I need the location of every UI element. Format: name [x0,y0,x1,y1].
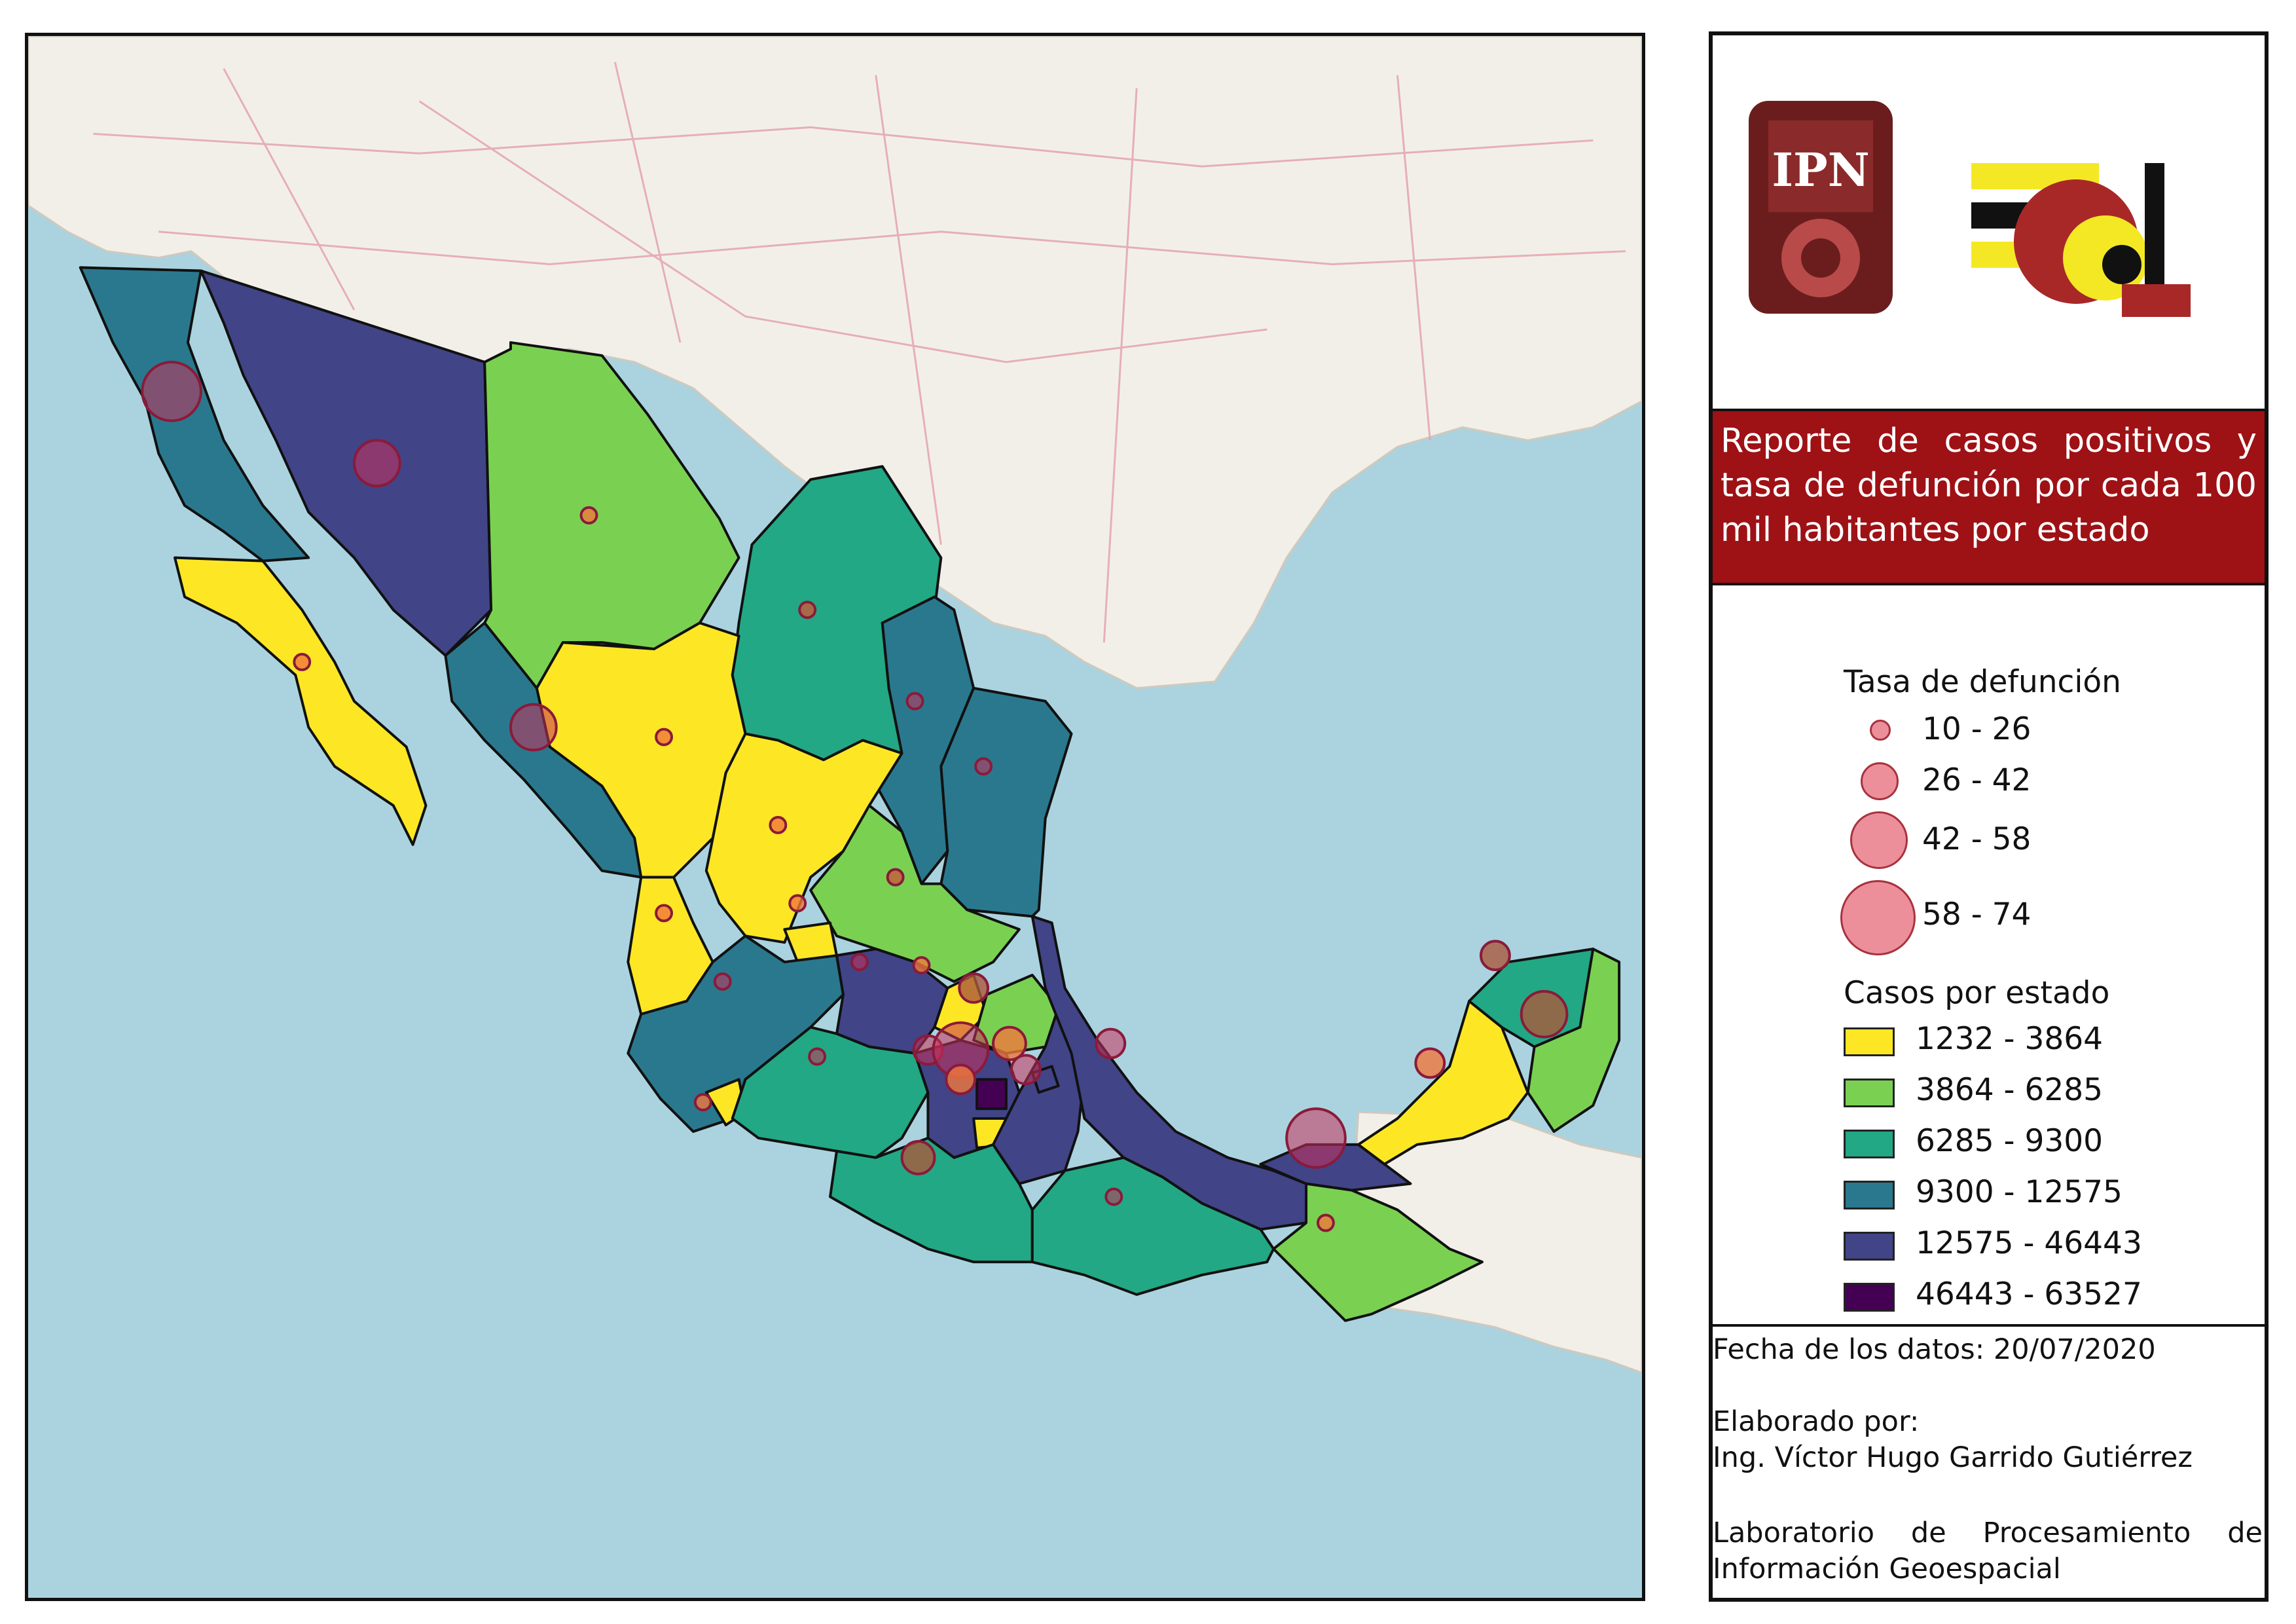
cases-label-3: 6285 - 9300 [1916,1123,2104,1159]
death-rate-label-2: 26 - 42 [1922,762,2032,798]
cases-label-5: 12575 - 46443 [1916,1225,2142,1261]
bubble-nayarit[interactable] [655,904,674,923]
lab-name-line1: Laboratorio de Procesamiento de [1713,1517,2263,1549]
bubble-michoacan[interactable] [808,1047,827,1066]
bubble-colima[interactable] [693,1093,712,1112]
state-tamaulipas[interactable] [939,686,1073,918]
death-rate-label-4: 58 - 74 [1922,896,2032,932]
map-frame[interactable] [25,33,1645,1601]
cases-swatch-5 [1844,1232,1895,1261]
legend: Tasa de defunción 10 - 26 26 - 42 42 - 5… [1713,585,2265,1361]
cases-swatch-4 [1844,1181,1895,1209]
bubble-yucatan[interactable] [1480,940,1511,972]
bubble-oaxaca[interactable] [1104,1187,1123,1206]
bubble-chiapas[interactable] [1317,1213,1335,1232]
logos: IPN [1749,101,2191,317]
states[interactable] [79,266,1621,1322]
bubble-tlaxcala[interactable] [992,1025,1027,1061]
bubble-chihuahua[interactable] [579,506,598,525]
cases-swatch-3 [1844,1130,1895,1158]
bubble-aguascalientes[interactable] [788,894,807,913]
bubble-hidalgo[interactable] [958,972,990,1004]
bubble-tamaulipas[interactable] [974,757,993,776]
bubble-sinaloa[interactable] [509,703,558,752]
state-nuevo-leon[interactable] [867,595,975,885]
bubble-guanajuato[interactable] [850,953,869,972]
state-quintana-roo[interactable] [1526,948,1621,1133]
bubble-slp[interactable] [886,868,905,887]
bubble-baja-california[interactable] [141,360,202,422]
death-rate-swatch-1 [1870,720,1891,741]
esia-logo [1971,163,2191,317]
bubble-puebla[interactable] [1010,1054,1042,1086]
bubble-zacatecas[interactable] [769,816,788,834]
report-title: Reporte de casos positivos y tasa de def… [1713,409,2265,585]
bubble-durango[interactable] [655,728,674,747]
death-rate-swatch-3 [1850,811,1908,869]
bubble-jalisco[interactable] [713,972,732,991]
bubble-coahuila[interactable] [798,600,817,619]
bubble-tabasco[interactable] [1285,1107,1347,1169]
cases-label-1: 1232 - 3864 [1916,1021,2104,1057]
bubble-sonora[interactable] [352,439,401,488]
author-name: Ing. Víctor Hugo Garrido Gutiérrez [1713,1441,2193,1474]
bubble-bcs[interactable] [293,653,312,671]
footer: Fecha de los datos: 20/07/2020 Elaborado… [1713,1324,2265,1602]
state-san-luis-potosi[interactable] [809,804,1021,983]
cases-label-6: 46443 - 63527 [1916,1276,2142,1312]
cases-swatch-2 [1844,1079,1895,1107]
bubble-nuevo-leon[interactable] [905,692,924,710]
made-by-label: Elaborado por: [1713,1405,1920,1438]
lab-name-line2: Información Geoespacial [1713,1553,2061,1585]
cases-legend-title: Casos por estado [1844,975,2110,1011]
bubble-quintana-roo[interactable] [1520,989,1569,1039]
death-rate-swatch-2 [1861,762,1899,800]
bubble-queretaro[interactable] [912,956,931,974]
death-rate-label-1: 10 - 26 [1922,711,2032,747]
death-rate-swatch-4 [1840,880,1916,955]
death-rate-bubbles[interactable] [141,360,1569,1232]
state-baja-california-sur[interactable] [173,556,428,846]
cases-label-2: 3864 - 6285 [1916,1072,2104,1108]
svg-text:IPN: IPN [1772,143,1869,197]
logo-area: IPN [1713,35,2265,409]
cases-swatch-6 [1844,1283,1895,1312]
cases-swatch-1 [1844,1027,1895,1056]
bubble-veracruz[interactable] [1095,1027,1127,1060]
death-rate-label-3: 42 - 58 [1922,821,2032,857]
state-cdmx[interactable] [975,1078,1008,1111]
death-rate-legend-title: Tasa de defunción [1844,664,2121,700]
ipn-logo: IPN [1749,101,1893,314]
data-date: Fecha de los datos: 20/07/2020 [1713,1333,2156,1366]
roads [93,62,1626,643]
bubble-morelos[interactable] [945,1063,977,1096]
cases-label-4: 9300 - 12575 [1916,1174,2123,1210]
mexico-map[interactable] [28,36,1642,1598]
side-panel: IPN Reporte de casos positivos y tasa de… [1709,31,2269,1602]
bubble-campeche[interactable] [1414,1047,1446,1079]
bubble-guerrero[interactable] [900,1139,936,1175]
